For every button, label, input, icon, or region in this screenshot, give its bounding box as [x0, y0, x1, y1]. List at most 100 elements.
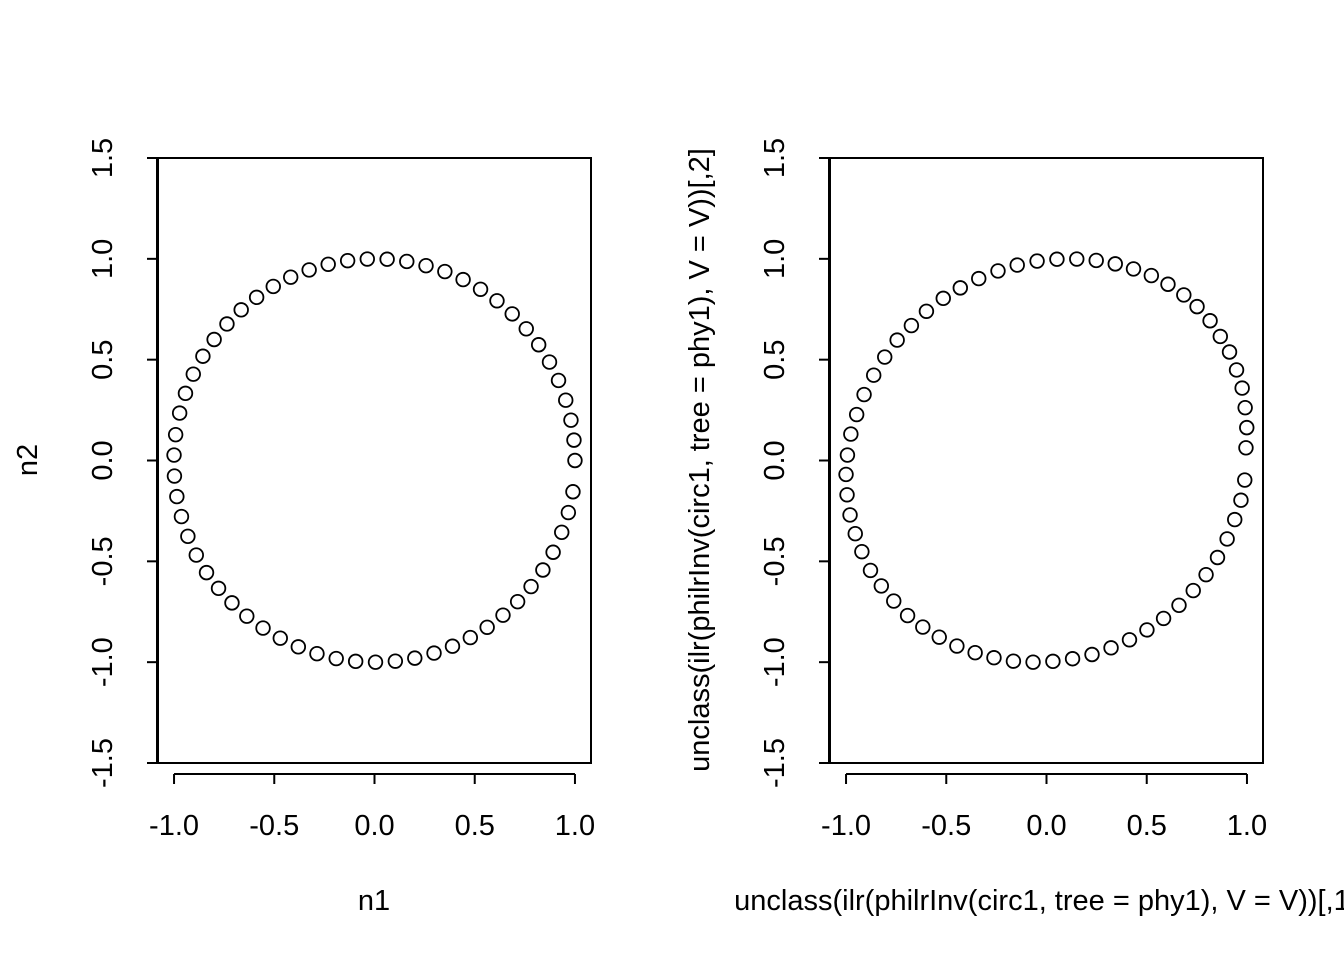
data-point — [530, 337, 547, 353]
data-point — [971, 270, 987, 287]
data-point — [239, 608, 255, 624]
data-point — [309, 645, 325, 662]
data-point — [1233, 492, 1249, 508]
data-points — [838, 251, 1255, 670]
data-point — [1155, 610, 1172, 627]
y-axis: -1.5 -1.0 -0.5 0.0 0.5 1.0 1.5 — [87, 138, 158, 788]
data-point — [1198, 566, 1214, 583]
data-point — [518, 321, 534, 337]
data-point — [1209, 549, 1226, 566]
data-point — [195, 348, 211, 364]
data-point — [1049, 251, 1065, 267]
data-point — [347, 653, 364, 670]
data-point — [1227, 511, 1243, 528]
data-point — [437, 263, 453, 280]
y-tick-label: 0.5 — [759, 340, 791, 380]
data-point — [1029, 253, 1045, 269]
data-point — [472, 281, 489, 297]
data-point — [1185, 582, 1201, 599]
data-point — [1219, 531, 1235, 547]
data-point — [949, 638, 965, 654]
data-point — [444, 638, 461, 654]
data-point — [1238, 440, 1254, 456]
data-point — [935, 290, 951, 307]
data-point — [1009, 257, 1025, 273]
y-axis-title: unclass(ilr(philrInv(circ1, tree = phy1)… — [684, 148, 716, 772]
data-point — [272, 630, 288, 646]
y-axis-title: n2 — [12, 444, 44, 476]
data-point — [873, 578, 890, 594]
data-point — [479, 619, 495, 635]
data-point — [967, 644, 983, 661]
data-point — [265, 278, 281, 295]
data-point — [563, 412, 579, 428]
data-point — [283, 269, 299, 285]
data-point — [523, 578, 539, 595]
data-point — [290, 639, 307, 655]
data-point — [1121, 632, 1138, 648]
data-point — [1064, 651, 1081, 667]
data-point — [359, 251, 375, 267]
data-point — [407, 650, 423, 666]
data-point — [173, 508, 190, 525]
data-point — [1212, 328, 1229, 345]
data-point — [1189, 298, 1205, 315]
data-point — [462, 629, 479, 646]
data-point — [339, 252, 356, 269]
chart-panel-2: -1.0 -0.5 0.0 0.5 1.0 -1.5 -1.0 -0.5 0.0 0.5 1.0 1.… — [684, 138, 1344, 917]
data-point — [1239, 419, 1255, 436]
data-point — [550, 372, 567, 389]
data-point — [915, 619, 931, 635]
x-tick-label: -1.0 — [821, 810, 871, 842]
data-point — [567, 452, 583, 469]
data-point — [918, 303, 935, 319]
y-tick-label: -1.5 — [759, 738, 791, 788]
data-point — [224, 595, 240, 611]
y-tick-label: -1.0 — [87, 637, 119, 687]
y-tick-label: -1.0 — [759, 637, 791, 687]
data-point — [206, 331, 222, 348]
x-axis-title: unclass(ilr(philrInv(circ1, tree = phy1)… — [734, 885, 1344, 917]
data-point — [847, 526, 863, 542]
data-point — [1005, 653, 1022, 669]
data-point — [565, 484, 581, 500]
data-point — [1202, 313, 1218, 329]
data-point — [255, 620, 271, 636]
data-point — [1045, 653, 1061, 670]
data-point — [886, 593, 902, 609]
data-point — [1088, 252, 1104, 269]
data-point — [899, 607, 916, 624]
data-point — [1234, 380, 1250, 396]
data-point — [509, 593, 526, 610]
data-point — [248, 289, 265, 306]
x-axis: -1.0 -0.5 0.0 0.5 1.0 — [821, 773, 1267, 842]
data-point — [1237, 472, 1253, 488]
data-point — [379, 251, 395, 267]
x-tick-label: 0.5 — [1127, 810, 1167, 842]
data-point — [426, 645, 442, 661]
data-point — [560, 504, 577, 521]
x-tick-label: 1.0 — [555, 810, 595, 842]
data-point — [504, 306, 520, 322]
x-axis-title: n1 — [358, 885, 390, 917]
data-point — [854, 543, 870, 560]
x-axis: -1.0 -0.5 0.0 0.5 1.0 — [149, 773, 595, 842]
data-point — [856, 386, 872, 403]
y-tick-label: 1.0 — [759, 239, 791, 279]
data-point — [839, 447, 856, 463]
data-point — [177, 385, 194, 402]
data-point — [166, 447, 182, 463]
data-point — [889, 332, 905, 348]
data-point — [180, 528, 196, 545]
data-point — [455, 271, 471, 288]
x-tick-label: 0.0 — [354, 810, 394, 842]
data-point — [1221, 344, 1238, 360]
chart-panel-1: -1.0 -0.5 0.0 0.5 1.0 -1.5 -1.0 -0.5 0.0 0.5 1.0 1.… — [12, 138, 595, 917]
y-tick-label: -1.5 — [87, 738, 119, 788]
plot-frame — [157, 157, 592, 764]
data-point — [1143, 267, 1160, 284]
data-point — [399, 253, 415, 270]
data-point — [1025, 654, 1041, 670]
data-point — [301, 262, 317, 278]
